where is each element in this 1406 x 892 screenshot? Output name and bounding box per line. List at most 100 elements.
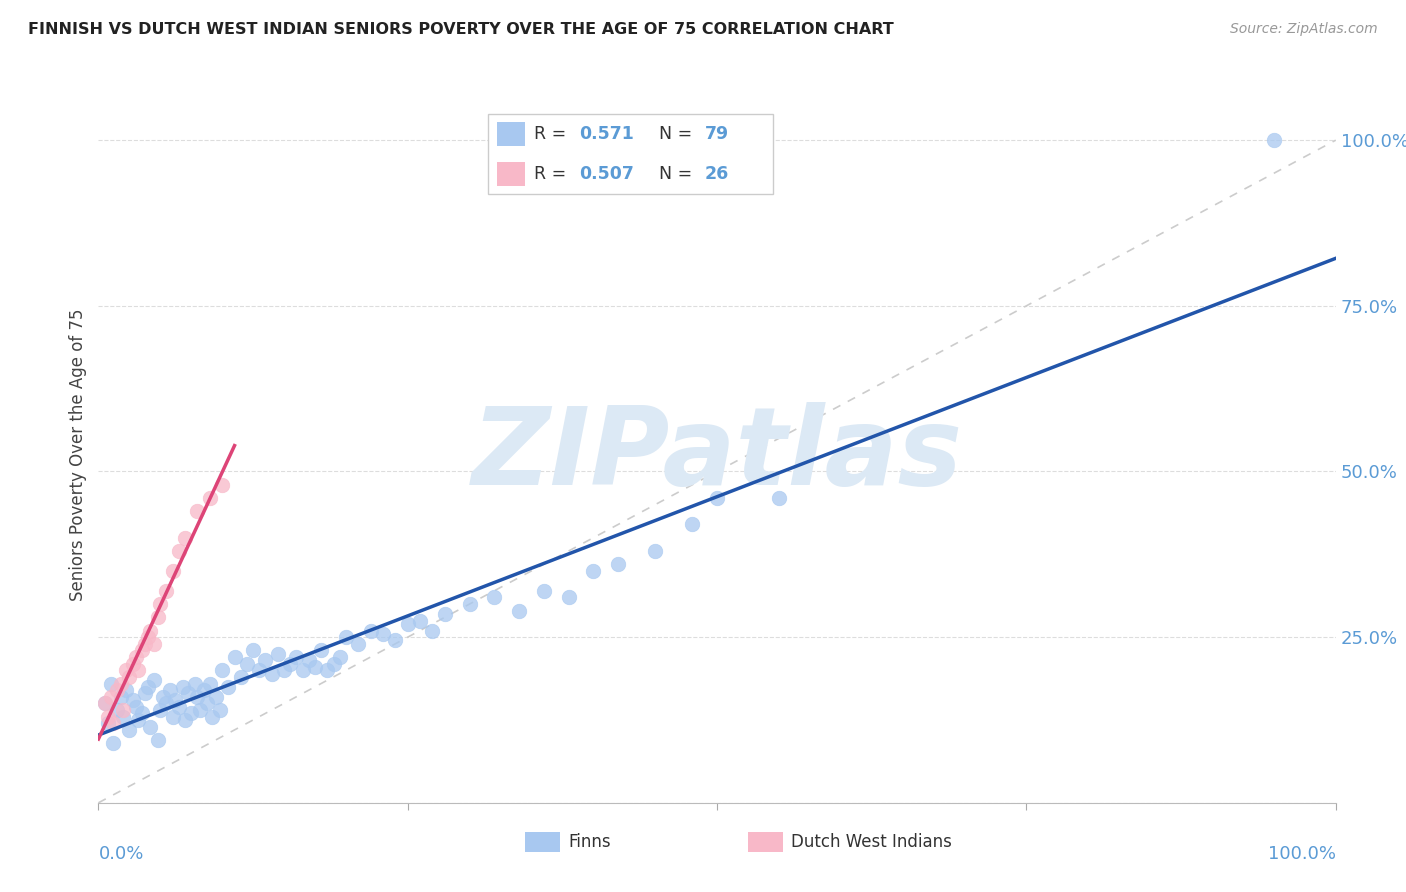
Point: [162, 564, 184, 578]
Point: [1263, 133, 1285, 147]
Point: [247, 663, 270, 677]
Point: [309, 643, 332, 657]
Point: [110, 690, 132, 704]
Point: [93, 697, 115, 711]
Point: [127, 713, 149, 727]
Point: [229, 670, 252, 684]
Point: [165, 693, 187, 707]
Point: [110, 676, 132, 690]
Point: [180, 706, 202, 721]
Point: [285, 650, 308, 665]
Point: [384, 633, 406, 648]
Y-axis label: Seniors Poverty Over the Age of 75: Seniors Poverty Over the Age of 75: [69, 309, 87, 601]
Point: [174, 531, 197, 545]
Point: [533, 583, 555, 598]
Point: [118, 670, 141, 684]
Point: [114, 663, 136, 677]
Point: [208, 703, 231, 717]
Text: 0.0%: 0.0%: [98, 845, 143, 863]
Point: [149, 597, 172, 611]
Point: [105, 683, 128, 698]
Point: [582, 564, 605, 578]
Point: [176, 686, 198, 700]
Text: Source: ZipAtlas.com: Source: ZipAtlas.com: [1230, 22, 1378, 37]
Point: [155, 583, 177, 598]
Point: [217, 680, 239, 694]
Point: [205, 690, 228, 704]
Point: [124, 699, 146, 714]
Point: [195, 697, 218, 711]
Point: [242, 643, 264, 657]
FancyBboxPatch shape: [526, 832, 560, 852]
Point: [433, 607, 456, 621]
Point: [267, 647, 290, 661]
FancyBboxPatch shape: [748, 832, 783, 852]
Point: [484, 591, 506, 605]
Point: [114, 683, 136, 698]
Point: [304, 660, 326, 674]
Point: [188, 703, 211, 717]
Point: [706, 491, 728, 505]
Point: [260, 666, 283, 681]
Point: [122, 657, 145, 671]
Point: [112, 703, 135, 717]
Point: [298, 653, 321, 667]
Point: [224, 650, 246, 665]
Point: [131, 706, 153, 721]
Point: [273, 663, 295, 677]
Point: [143, 637, 166, 651]
Point: [644, 544, 666, 558]
Point: [100, 690, 122, 704]
Point: [211, 477, 233, 491]
Point: [139, 624, 162, 638]
Point: [329, 650, 352, 665]
Point: [124, 650, 146, 665]
Point: [278, 657, 301, 671]
Point: [198, 491, 221, 505]
Point: [127, 663, 149, 677]
Point: [97, 709, 120, 723]
Point: [152, 690, 174, 704]
Point: [186, 504, 208, 518]
Point: [184, 676, 207, 690]
Point: [139, 720, 162, 734]
Point: [159, 683, 181, 698]
Point: [112, 709, 135, 723]
Point: [122, 693, 145, 707]
Point: [134, 686, 156, 700]
Point: [211, 663, 233, 677]
Point: [131, 643, 153, 657]
Point: [186, 690, 208, 704]
Point: [322, 657, 344, 671]
Point: [136, 680, 159, 694]
Text: Dutch West Indians: Dutch West Indians: [792, 833, 952, 851]
Point: [768, 491, 790, 505]
Point: [149, 703, 172, 717]
Point: [347, 637, 370, 651]
Point: [105, 703, 128, 717]
Point: [201, 709, 224, 723]
Point: [607, 558, 630, 572]
Point: [146, 732, 169, 747]
Point: [557, 591, 579, 605]
Point: [174, 713, 197, 727]
Point: [409, 614, 432, 628]
Text: 100.0%: 100.0%: [1268, 845, 1336, 863]
Point: [118, 723, 141, 737]
Point: [167, 544, 190, 558]
Text: FINNISH VS DUTCH WEST INDIAN SENIORS POVERTY OVER THE AGE OF 75 CORRELATION CHAR: FINNISH VS DUTCH WEST INDIAN SENIORS POV…: [28, 22, 894, 37]
Text: ZIPatlas: ZIPatlas: [471, 402, 963, 508]
Point: [508, 604, 530, 618]
Point: [458, 597, 481, 611]
Point: [316, 663, 339, 677]
Point: [143, 673, 166, 688]
Point: [681, 517, 703, 532]
Point: [162, 709, 184, 723]
Point: [172, 680, 194, 694]
Point: [198, 676, 221, 690]
Point: [422, 624, 444, 638]
Point: [97, 716, 120, 731]
Point: [254, 653, 277, 667]
Point: [146, 610, 169, 624]
Point: [193, 683, 215, 698]
